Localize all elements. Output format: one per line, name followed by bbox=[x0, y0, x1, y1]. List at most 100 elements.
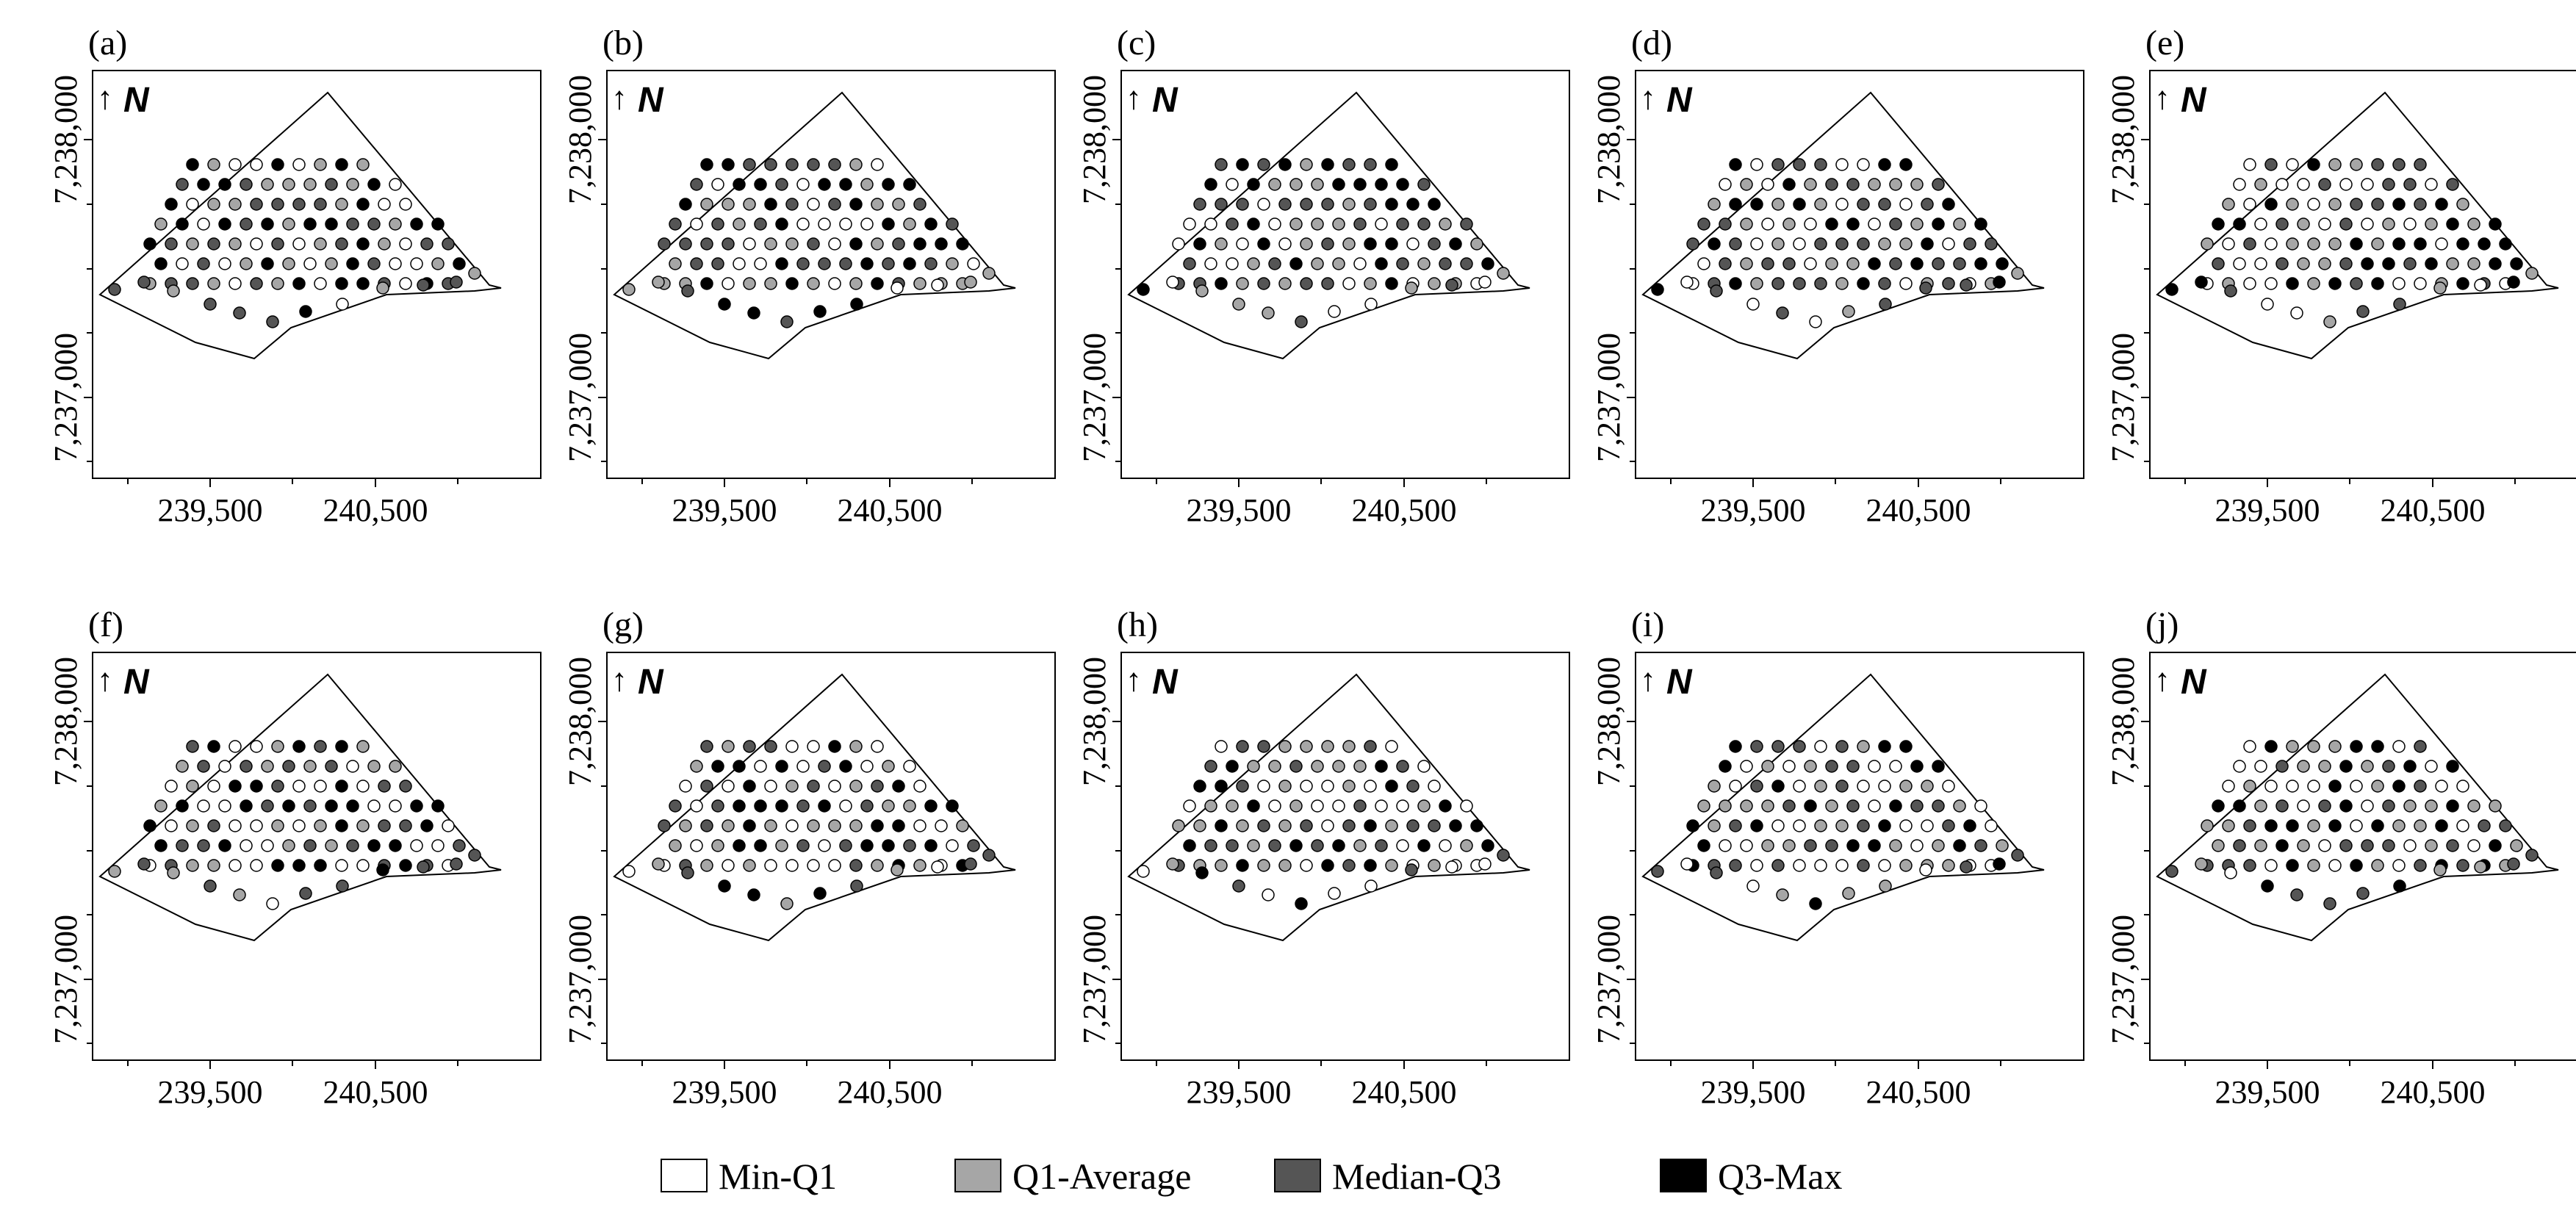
sample-point bbox=[1353, 839, 1367, 852]
sample-point bbox=[1278, 237, 1292, 251]
sample-point bbox=[186, 198, 199, 211]
sample-point bbox=[2392, 819, 2406, 832]
sample-point bbox=[250, 158, 263, 171]
sample-point bbox=[282, 839, 295, 852]
sample-point bbox=[669, 257, 682, 270]
sample-point bbox=[229, 859, 242, 872]
sample-point bbox=[1385, 158, 1398, 171]
sample-point bbox=[1353, 217, 1367, 231]
sample-point bbox=[1825, 839, 1838, 852]
sample-point bbox=[2446, 839, 2459, 852]
sample-point bbox=[2212, 839, 2225, 852]
sample-point bbox=[2414, 277, 2427, 290]
sample-point bbox=[1311, 839, 1324, 852]
panel-letter: (i) bbox=[1631, 605, 1664, 644]
sample-point bbox=[935, 819, 948, 832]
sample-point bbox=[1332, 799, 1345, 813]
sample-point bbox=[1804, 178, 1817, 191]
sample-point bbox=[1278, 780, 1292, 793]
sample-point bbox=[828, 780, 841, 793]
sample-point bbox=[389, 839, 402, 852]
sample-point bbox=[2392, 237, 2406, 251]
sample-point bbox=[442, 819, 455, 832]
sample-point bbox=[2212, 799, 2225, 813]
sample-point bbox=[1396, 839, 1409, 852]
sample-point bbox=[1321, 859, 1334, 872]
sample-point bbox=[2467, 839, 2480, 852]
sample-point bbox=[1719, 217, 1732, 231]
sample-point bbox=[1481, 257, 1494, 270]
sample-point bbox=[250, 277, 263, 290]
x-tick-label: 239,500 bbox=[1701, 492, 1806, 528]
sample-point bbox=[431, 257, 445, 270]
y-tick-label: 7,237,000 bbox=[1591, 333, 1627, 462]
sample-point bbox=[658, 237, 671, 251]
sample-point bbox=[622, 865, 636, 878]
sample-point bbox=[1278, 859, 1292, 872]
sample-point bbox=[2414, 740, 2427, 753]
sample-point bbox=[2264, 198, 2278, 211]
sample-point bbox=[1405, 863, 1418, 877]
sample-point bbox=[1942, 277, 1955, 290]
sample-point bbox=[335, 819, 348, 832]
x-tick-label: 239,500 bbox=[1187, 492, 1292, 528]
sample-point bbox=[903, 257, 916, 270]
north-arrow-icon: ↑ bbox=[97, 80, 113, 116]
sample-point bbox=[1686, 237, 1699, 251]
sample-point bbox=[325, 178, 338, 191]
sample-point bbox=[2275, 257, 2289, 270]
sample-point bbox=[1396, 257, 1409, 270]
sample-point bbox=[2290, 888, 2303, 901]
y-tick-label: 7,238,000 bbox=[562, 75, 598, 204]
sample-point bbox=[1963, 819, 1976, 832]
sample-point bbox=[229, 237, 242, 251]
sample-point bbox=[964, 276, 977, 289]
sample-point bbox=[1899, 158, 1913, 171]
sample-point bbox=[186, 158, 199, 171]
sample-point bbox=[336, 879, 349, 893]
north-label: N bbox=[1152, 81, 1179, 120]
sample-point bbox=[1364, 277, 1377, 290]
sample-point bbox=[154, 217, 168, 231]
sample-point bbox=[1300, 277, 1313, 290]
sample-point bbox=[431, 217, 445, 231]
sample-point bbox=[1985, 819, 1998, 832]
sample-point bbox=[176, 178, 189, 191]
sample-point bbox=[1889, 257, 1902, 270]
sample-point bbox=[1439, 257, 1452, 270]
sample-point bbox=[722, 277, 735, 290]
y-tick-label: 7,237,000 bbox=[1591, 915, 1627, 1044]
sample-point bbox=[165, 237, 178, 251]
sample-point bbox=[450, 857, 463, 871]
sample-point bbox=[2456, 819, 2469, 832]
sample-point bbox=[2507, 276, 2520, 289]
sample-point bbox=[367, 178, 381, 191]
sample-point bbox=[1439, 217, 1452, 231]
sample-point bbox=[367, 799, 381, 813]
sample-point bbox=[828, 237, 841, 251]
sample-point bbox=[828, 819, 841, 832]
sample-point bbox=[2297, 257, 2310, 270]
sample-point bbox=[1942, 780, 1955, 793]
sample-point bbox=[2328, 277, 2342, 290]
map-panel: (f)7,238,000 7,237,000 239,500 240,500 ↑ N bbox=[48, 605, 542, 1110]
sample-point bbox=[2318, 799, 2331, 813]
sample-point bbox=[1342, 780, 1356, 793]
sample-point bbox=[431, 839, 445, 852]
sample-point bbox=[743, 198, 756, 211]
sample-point bbox=[1204, 257, 1217, 270]
sample-point bbox=[785, 237, 799, 251]
sample-point bbox=[282, 178, 295, 191]
sample-point bbox=[325, 217, 338, 231]
sample-point bbox=[266, 897, 279, 910]
sample-point bbox=[946, 839, 959, 852]
sample-point bbox=[1899, 859, 1913, 872]
sample-point bbox=[967, 257, 980, 270]
sample-point bbox=[1708, 780, 1721, 793]
sample-point bbox=[1835, 198, 1849, 211]
sample-point bbox=[2425, 217, 2438, 231]
sample-point bbox=[399, 237, 412, 251]
sample-point bbox=[1478, 857, 1492, 871]
sample-point bbox=[711, 178, 724, 191]
sample-point bbox=[2254, 839, 2267, 852]
